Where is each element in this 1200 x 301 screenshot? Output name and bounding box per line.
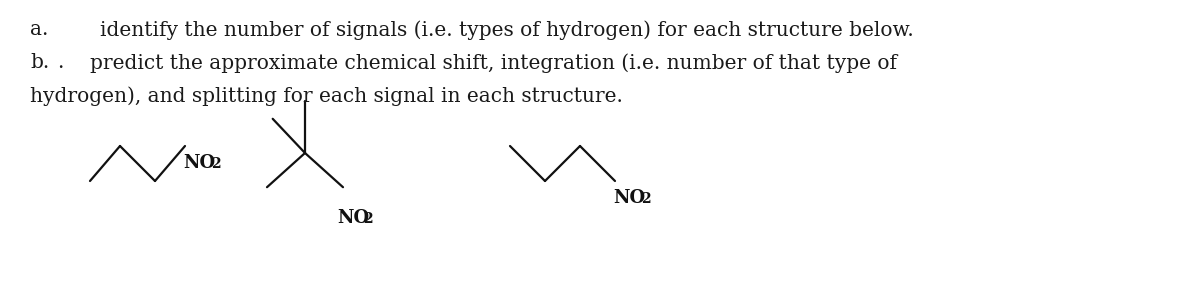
Text: a.: a. bbox=[30, 20, 48, 39]
Text: predict the approximate chemical shift, integration (i.e. number of that type of: predict the approximate chemical shift, … bbox=[90, 53, 898, 73]
Text: identify the number of signals (i.e. types of hydrogen) for each structure below: identify the number of signals (i.e. typ… bbox=[100, 20, 913, 40]
Text: 2: 2 bbox=[211, 157, 221, 171]
Text: 2: 2 bbox=[364, 212, 373, 226]
Text: NO: NO bbox=[613, 189, 646, 207]
Text: hydrogen), and splitting for each signal in each structure.: hydrogen), and splitting for each signal… bbox=[30, 86, 623, 106]
Text: NO: NO bbox=[182, 154, 215, 172]
Text: NO: NO bbox=[337, 209, 370, 227]
Text: 2: 2 bbox=[641, 192, 650, 206]
Text: b.: b. bbox=[30, 53, 49, 72]
Text: .: . bbox=[58, 53, 64, 72]
